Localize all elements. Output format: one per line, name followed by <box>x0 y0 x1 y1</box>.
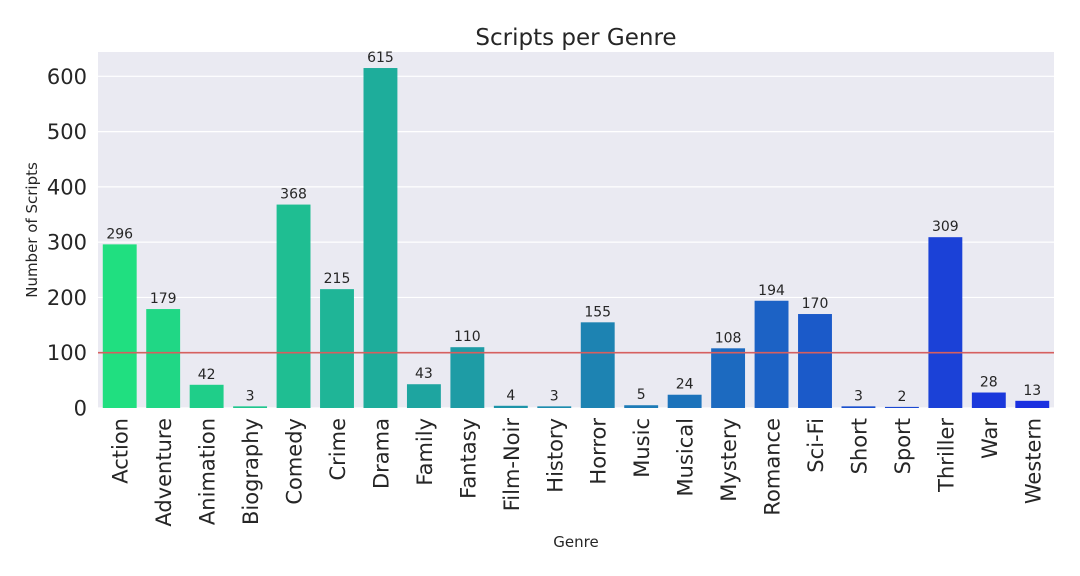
x-tick-label: Sport <box>891 418 915 474</box>
x-tick-label: Family <box>413 418 437 486</box>
bar-adventure <box>146 309 181 408</box>
y-tick-labels: 0 100 200 300 400 500 600 <box>47 65 87 421</box>
bar-history <box>537 406 572 408</box>
bar-value-label: 155 <box>584 304 611 320</box>
bar-war <box>971 392 1006 408</box>
y-tick-label: 0 <box>74 397 87 421</box>
bar-mystery <box>711 348 746 408</box>
bar-sport <box>884 406 919 408</box>
bar-biography <box>233 406 268 408</box>
x-tick-label: Thriller <box>934 418 958 493</box>
bar-sci-fi <box>798 314 832 408</box>
bar-value-label: 13 <box>1023 383 1041 399</box>
bar-value-label: 43 <box>415 366 433 382</box>
x-axis-label: Genre <box>553 533 598 551</box>
x-tick-label: Action <box>109 418 133 484</box>
x-tick-label: Biography <box>239 418 263 525</box>
bar-value-label: 4 <box>506 388 515 404</box>
y-tick-label: 200 <box>47 286 87 310</box>
x-tick-label: Romance <box>761 418 785 516</box>
x-tick-label: Short <box>847 418 871 474</box>
x-tick-label: War <box>978 418 1002 459</box>
bar-horror <box>580 322 615 408</box>
bar-value-label: 3 <box>854 388 863 404</box>
x-tick-label: Adventure <box>152 418 176 527</box>
bar-value-label: 2 <box>897 389 906 405</box>
bar-crime <box>320 289 354 408</box>
bar-musical <box>667 394 702 408</box>
x-tick-label: Sci-Fi <box>804 418 828 473</box>
x-tick-label: History <box>543 418 567 493</box>
x-tick-labels: Action Adventure Animation Biography Comedy C… <box>109 418 1046 527</box>
x-tick-label: Western <box>1021 418 1045 504</box>
bar-value-label: 368 <box>280 187 307 203</box>
bar-value-label: 309 <box>932 219 959 235</box>
x-tick-label: Mystery <box>717 418 741 502</box>
bar-animation <box>189 384 224 408</box>
bar-comedy <box>276 204 311 408</box>
y-tick-label: 100 <box>47 341 87 365</box>
bar-value-label: 296 <box>106 226 133 242</box>
bar-family <box>406 384 441 408</box>
y-tick-label: 500 <box>47 120 87 144</box>
bar-value-label: 3 <box>550 388 559 404</box>
bar-value-label: 615 <box>367 50 394 66</box>
y-tick-label: 400 <box>47 175 87 199</box>
bar-film-noir <box>493 405 528 408</box>
x-tick-label: Animation <box>196 418 220 525</box>
bar-music <box>624 405 659 408</box>
x-tick-label: Crime <box>326 418 350 481</box>
chart-title: Scripts per Genre <box>475 25 676 51</box>
x-tick-label: Drama <box>369 418 393 489</box>
bar-fantasy <box>450 347 485 408</box>
bar-western <box>1015 400 1050 408</box>
bar-thriller <box>928 237 963 408</box>
plot-background <box>98 52 1054 408</box>
y-tick-label: 600 <box>47 65 87 89</box>
bar-value-label: 215 <box>324 271 351 287</box>
bar-value-label: 179 <box>150 291 177 307</box>
x-tick-label: Film-Noir <box>500 418 524 512</box>
bar-value-label: 28 <box>980 375 998 391</box>
x-tick-label: Music <box>630 418 654 478</box>
x-tick-label: Horror <box>587 418 611 485</box>
bar-value-label: 24 <box>676 377 694 393</box>
bar-value-label: 170 <box>802 296 829 312</box>
x-tick-label: Musical <box>674 418 698 496</box>
bar-romance <box>754 300 789 408</box>
bar-action <box>102 244 137 408</box>
bar-value-label: 3 <box>246 388 255 404</box>
bar-value-label: 194 <box>758 283 785 299</box>
bar-value-label: 110 <box>454 329 481 345</box>
bar-drama <box>363 68 398 408</box>
bar-value-label: 42 <box>198 367 216 383</box>
bar-value-label: 108 <box>715 330 742 346</box>
x-tick-label: Fantasy <box>456 418 480 499</box>
bar-short <box>841 406 876 408</box>
y-tick-label: 300 <box>47 231 87 255</box>
bar-value-label: 5 <box>637 387 646 403</box>
y-axis-label: Number of Scripts <box>23 162 41 298</box>
bars <box>102 68 1050 408</box>
x-tick-label: Comedy <box>283 418 307 505</box>
